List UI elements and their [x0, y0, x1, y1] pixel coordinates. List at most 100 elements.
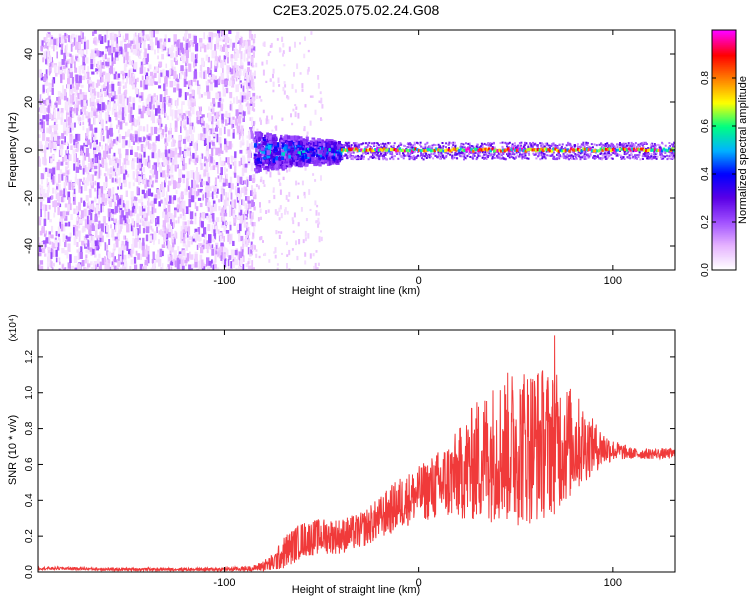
- heatmap-cell: [174, 155, 178, 163]
- heatmap-cell: [253, 222, 256, 226]
- heatmap-cell: [90, 250, 93, 256]
- heatmap-cell: [162, 170, 165, 178]
- heatmap-cell: [305, 136, 309, 142]
- heatmap-cell: [182, 174, 186, 178]
- heatmap-cell: [96, 190, 99, 199]
- heatmap-cell: [194, 228, 198, 234]
- heatmap-cell: [150, 225, 153, 230]
- heatmap-cell: [96, 50, 100, 56]
- heatmap-cell: [668, 155, 671, 158]
- heatmap-cell: [210, 213, 214, 219]
- heatmap-cell: [114, 236, 118, 241]
- heatmap-cell: [47, 246, 51, 250]
- heatmap-cell: [318, 147, 322, 151]
- heatmap-cell: [49, 39, 53, 45]
- heatmap-cell: [92, 168, 95, 172]
- heatmap-cell: [495, 155, 498, 157]
- heatmap-cell: [98, 253, 101, 259]
- heatmap-cell: [122, 76, 125, 84]
- heatmap-cell: [263, 41, 266, 47]
- heatmap-cell: [80, 109, 83, 115]
- heatmap-cell: [97, 146, 100, 152]
- heatmap-cell: [83, 151, 87, 161]
- heatmap-cell: [653, 153, 656, 156]
- heatmap-cell: [172, 52, 175, 58]
- heatmap-cell: [263, 148, 268, 153]
- heatmap-cell: [234, 44, 237, 53]
- heatmap-cell: [86, 40, 90, 50]
- heatmap-cell: [131, 206, 135, 213]
- heatmap-cell: [265, 146, 269, 149]
- heatmap-cell: [109, 212, 112, 217]
- heatmap-cell: [297, 222, 300, 227]
- heatmap-cell: [96, 237, 99, 242]
- heatmap-cell: [221, 160, 225, 167]
- heatmap-cell: [115, 173, 118, 179]
- heatmap-cell: [251, 142, 253, 150]
- heatmap-cell: [114, 206, 118, 213]
- heatmap-cell: [117, 167, 121, 176]
- heatmap-cell: [255, 249, 258, 252]
- heatmap-cell: [267, 166, 270, 172]
- heatmap-cell: [174, 41, 178, 45]
- heatmap-cell: [209, 128, 213, 135]
- heatmap-cell: [215, 225, 218, 232]
- heatmap-cell: [189, 85, 192, 93]
- heatmap-cell: [97, 91, 100, 98]
- heatmap-cell: [51, 45, 55, 49]
- heatmap-cell: [118, 198, 122, 205]
- heatmap-cell: [115, 139, 118, 146]
- heatmap-cell: [101, 76, 104, 83]
- heatmap-cell: [38, 157, 41, 167]
- heatmap-cell: [269, 135, 272, 139]
- heatmap-cell: [220, 72, 225, 82]
- heatmap-cell: [125, 240, 128, 246]
- heatmap-cell: [38, 242, 41, 247]
- heatmap-cell: [61, 226, 65, 230]
- heatmap-cell: [121, 111, 125, 120]
- heatmap-cell: [59, 218, 63, 222]
- heatmap-cell: [218, 232, 222, 236]
- heatmap-cell: [99, 231, 103, 238]
- heatmap-cell: [60, 49, 63, 55]
- heatmap-cell: [126, 220, 128, 224]
- heatmap-cell: [250, 213, 254, 220]
- heatmap-cell: [51, 225, 54, 233]
- heatmap-cell: [69, 71, 73, 78]
- heatmap-cell: [477, 153, 480, 155]
- heatmap-cell: [374, 157, 377, 160]
- heatmap-cell: [193, 100, 196, 107]
- heatmap-cell: [180, 231, 184, 240]
- heatmap-cell: [269, 44, 272, 48]
- heatmap-cell: [166, 52, 169, 57]
- heatmap-cell: [662, 157, 665, 160]
- heatmap-cell: [282, 139, 285, 143]
- heatmap-cell: [272, 68, 275, 74]
- heatmap-cell: [212, 141, 215, 146]
- heatmap-cell: [191, 159, 194, 163]
- heatmap-cell: [42, 115, 46, 120]
- heatmap-cell: [279, 161, 284, 167]
- heatmap-cell: [176, 204, 181, 209]
- heatmap-cell: [238, 201, 240, 205]
- heatmap-cell: [398, 153, 401, 156]
- heatmap-cell: [120, 40, 123, 47]
- heatmap-cell: [226, 173, 228, 179]
- heatmap-cell: [336, 144, 341, 149]
- heatmap-cell: [51, 234, 54, 239]
- heatmap-cell: [211, 224, 214, 234]
- heatmap-cell: [294, 41, 296, 48]
- heatmap-cell: [512, 145, 515, 147]
- heatmap-cell: [70, 55, 74, 64]
- heatmap-cell: [186, 63, 190, 66]
- heatmap-cell: [301, 155, 305, 160]
- heatmap-cell: [533, 143, 536, 146]
- heatmap-cell: [233, 216, 237, 223]
- heatmap-cell: [237, 193, 240, 201]
- heatmap-cell: [164, 91, 166, 101]
- heatmap-cell: [78, 41, 81, 50]
- heatmap-cell: [451, 158, 454, 161]
- heatmap-cell: [193, 71, 197, 79]
- heatmap-cell: [160, 72, 164, 77]
- heatmap-cell: [304, 237, 307, 242]
